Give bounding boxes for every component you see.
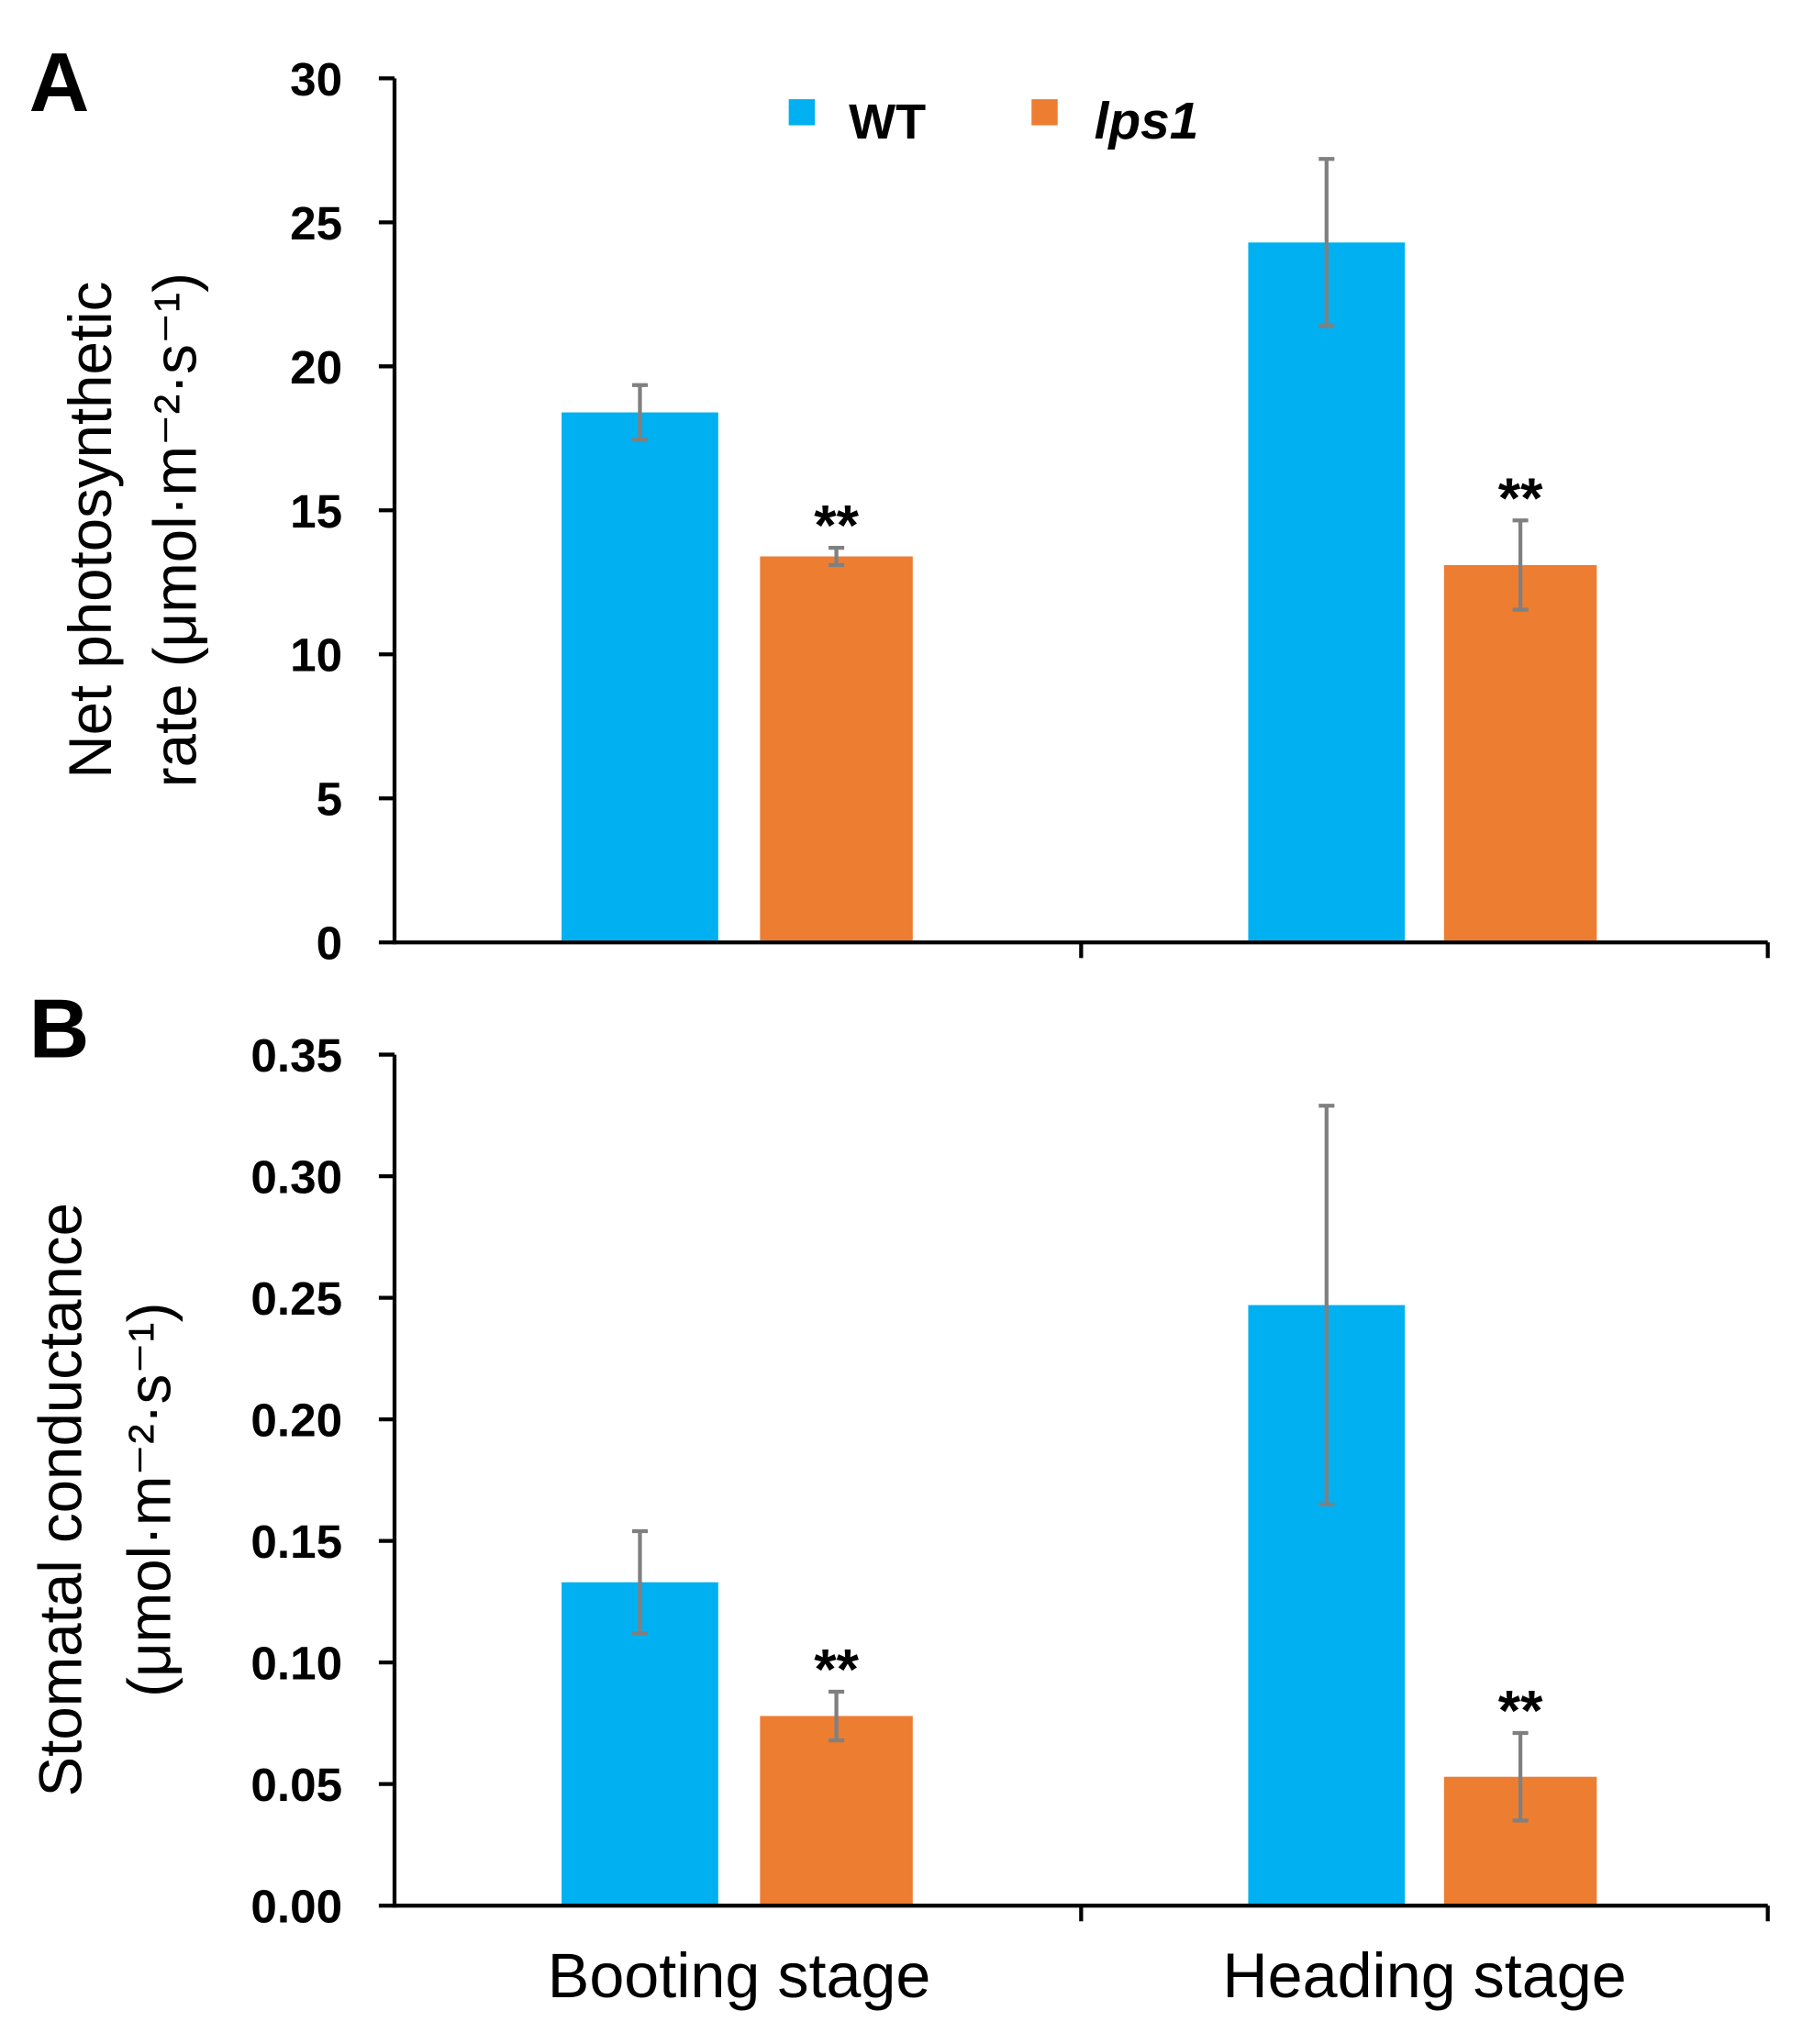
panel-b-label: B [29, 983, 90, 1075]
panel-a-y-tick-label: 10 [290, 629, 342, 682]
panel-b-y-tick-label: 0.35 [250, 1029, 342, 1082]
panel-a-y-tick-label: 30 [290, 53, 342, 106]
panel-b-y-label-line1: Stomatal conductance [28, 1203, 95, 1797]
panel-a-significance-label: ** [814, 494, 859, 558]
panel-a-bar-wt-1 [1248, 242, 1406, 941]
panel-a-y-tick-label: 20 [290, 341, 342, 394]
legend-label-lps1: lps1 [1095, 92, 1199, 150]
panel-b-y-tick-label: 0.25 [250, 1272, 342, 1325]
panel-a-label: A [29, 37, 90, 129]
panel-b-significance-label: ** [814, 1638, 859, 1702]
panel-b-bar-lps1-0 [760, 1716, 913, 1905]
panel-a-y-tick-label: 5 [317, 773, 342, 826]
panel-b-y-tick-label: 0.20 [250, 1394, 342, 1447]
panel-a-bar-lps1-1 [1443, 564, 1597, 941]
panel-b-y-label-line2: (μmol·m⁻²·s⁻¹) [116, 1303, 183, 1697]
panel-a-y-label-line2: rate (μmol·m⁻²·s⁻¹) [142, 272, 209, 787]
panel-b-y-tick-label: 0.30 [250, 1151, 342, 1204]
legend-swatch-lps1 [1031, 99, 1058, 126]
legend: WT lps1 [788, 92, 1199, 150]
legend-swatch-wt [788, 99, 816, 126]
x-category-label: Heading stage [1222, 1941, 1626, 2011]
panel-a-bar-wt-0 [562, 412, 718, 941]
panel-b-bar-wt-0 [562, 1582, 718, 1905]
panel-a-significance-label: ** [1498, 466, 1543, 530]
x-category-label: Booting stage [548, 1941, 931, 2011]
panel-a-y-label-line1: Net photosynthetic [57, 282, 124, 779]
panel-a-y-tick-label: 0 [317, 917, 342, 970]
panel-a-bar-lps1-0 [760, 556, 913, 941]
panel-b-significance-label: ** [1498, 1679, 1543, 1743]
panel-a-y-tick-label: 25 [290, 197, 342, 250]
legend-label-wt: WT [849, 94, 926, 150]
panel-b-y-tick-label: 0.15 [250, 1516, 342, 1568]
panel-b-y-tick-label: 0.00 [250, 1881, 342, 1933]
panel-b-y-tick-label: 0.05 [250, 1759, 342, 1811]
panel-b-y-tick-label: 0.10 [250, 1638, 342, 1690]
panel-a-y-tick-label: 15 [290, 485, 342, 538]
